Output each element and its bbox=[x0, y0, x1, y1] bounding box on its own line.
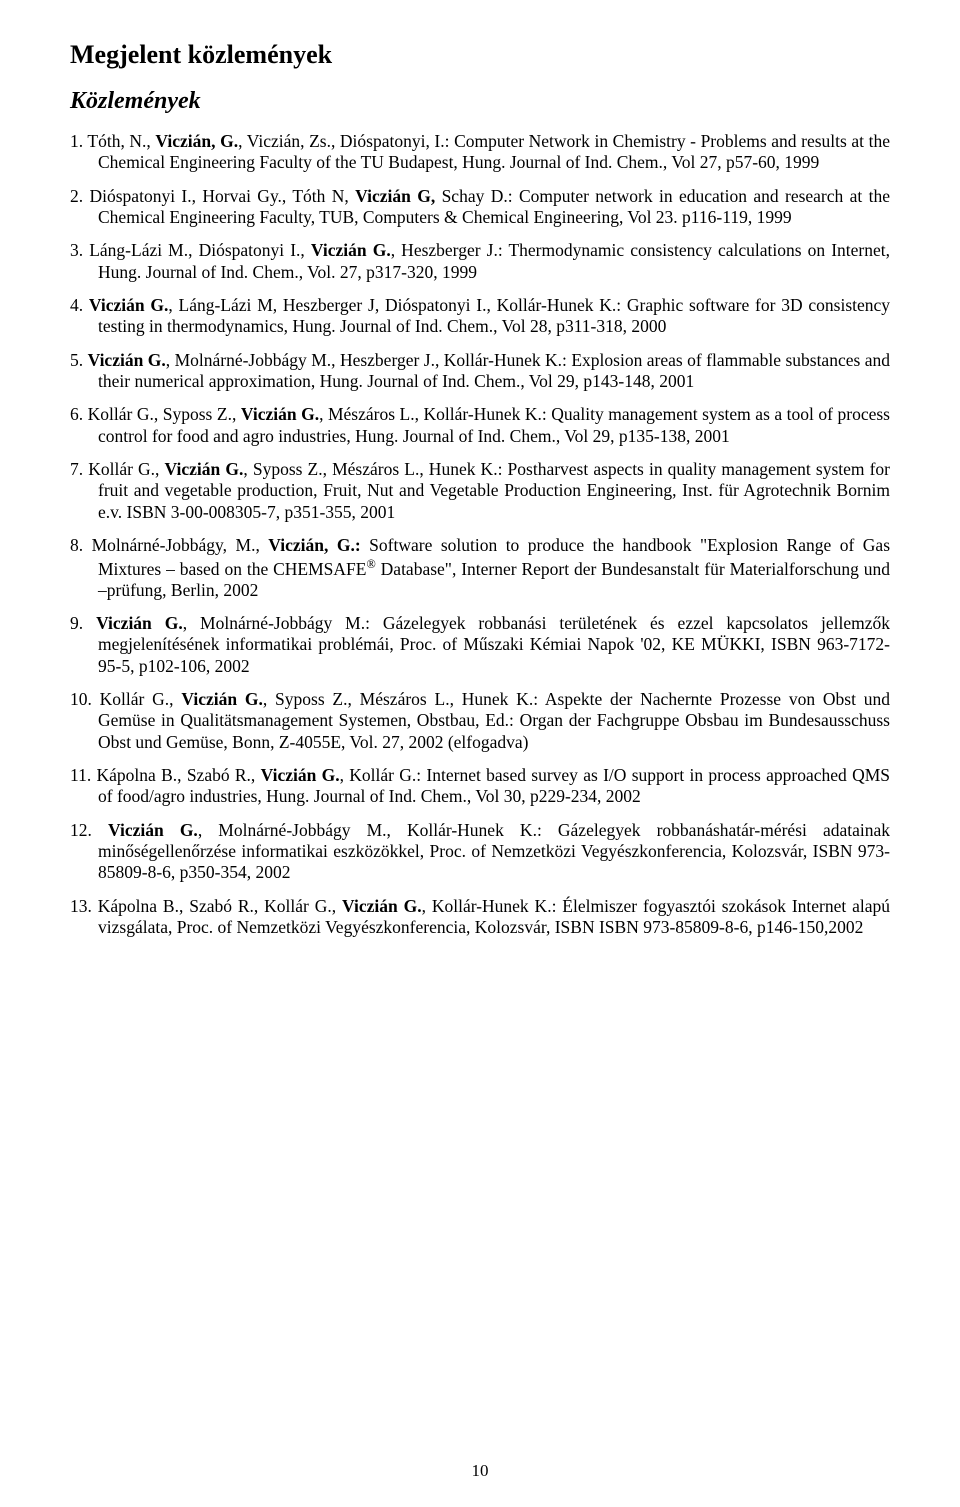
reference-item: Kollár G., Syposs Z., Viczián G., Mészár… bbox=[70, 404, 890, 447]
reference-item: Molnárné-Jobbágy, M., Viczián, G.: Softw… bbox=[70, 535, 890, 601]
reference-item: Kápolna B., Szabó R., Kollár G., Viczián… bbox=[70, 896, 890, 939]
reference-item: Viczián G., Molnárné-Jobbágy M.: Gázeleg… bbox=[70, 613, 890, 677]
reference-item: Viczián G., Láng-Lázi M, Heszberger J, D… bbox=[70, 295, 890, 338]
sub-heading: Közlemények bbox=[70, 88, 890, 115]
document-page: Megjelent közlemények Közlemények Tóth, … bbox=[0, 0, 960, 1507]
reference-list: Tóth, N., Viczián, G., Viczián, Zs., Dió… bbox=[70, 131, 890, 938]
reference-item: Viczián G., Molnárné-Jobbágy M., Kollár-… bbox=[70, 820, 890, 884]
main-heading: Megjelent közlemények bbox=[70, 40, 890, 70]
reference-item: Kollár G., Viczián G., Syposs Z., Mészár… bbox=[70, 459, 890, 523]
reference-item: Kápolna B., Szabó R., Viczián G., Kollár… bbox=[70, 765, 890, 808]
reference-item: Dióspatonyi I., Horvai Gy., Tóth N, Vicz… bbox=[70, 186, 890, 229]
reference-item: Kollár G., Viczián G., Syposs Z., Mészár… bbox=[70, 689, 890, 753]
page-number: 10 bbox=[0, 1461, 960, 1481]
reference-item: Láng-Lázi M., Dióspatonyi I., Viczián G.… bbox=[70, 240, 890, 283]
reference-item: Viczián G., Molnárné-Jobbágy M., Heszber… bbox=[70, 350, 890, 393]
reference-item: Tóth, N., Viczián, G., Viczián, Zs., Dió… bbox=[70, 131, 890, 174]
